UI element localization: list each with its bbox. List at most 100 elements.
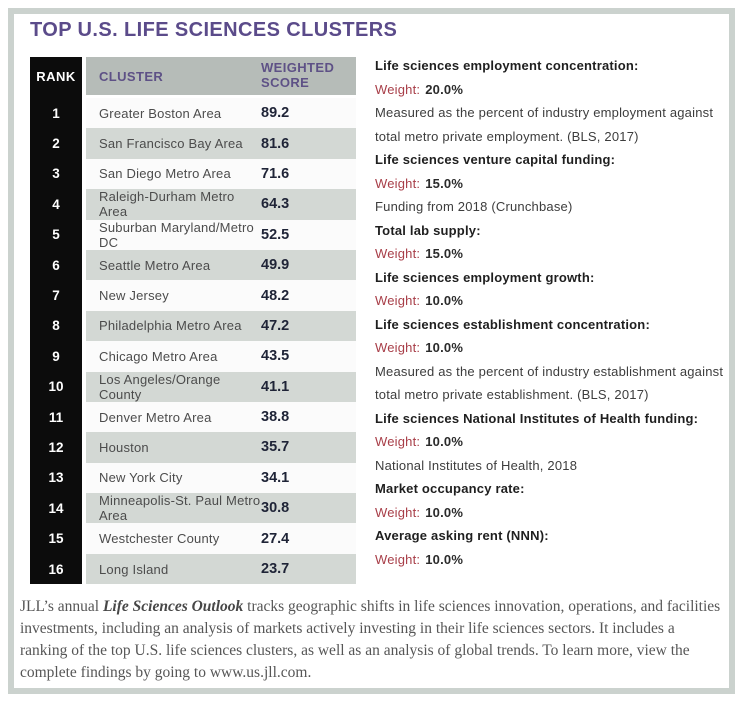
weighted-score: 71.6 [261, 165, 290, 182]
table-row: New York City 34.1 [86, 462, 356, 494]
weight-value: 10.0% [425, 504, 464, 520]
weight-value: 10.0% [425, 551, 464, 567]
cluster-column-header: CLUSTER [99, 68, 164, 84]
footer-text-prefix: JLL’s annual [20, 598, 103, 615]
weight-label: Weight: [375, 293, 421, 308]
weighted-score: 34.1 [261, 469, 290, 486]
table-content-column: CLUSTER WEIGHTED SCORE Greater Boston Ar… [86, 57, 356, 585]
criterion-label: Life sciences employment growth: [375, 269, 595, 285]
weight-value: 10.0% [425, 293, 464, 308]
criterion-label: Total lab supply: [375, 222, 481, 238]
rank-number: 6 [52, 257, 60, 273]
table-row: Los Angeles/Orange County 41.1 [86, 371, 356, 402]
criterion-note: Funding from 2018 (Crunchbase) [375, 199, 573, 214]
criterion-weight: Weight: 10.0% [375, 430, 731, 454]
rank-column: RANK 1 2 3 4 5 6 7 8 9 10 11 12 13 14 15… [30, 57, 82, 585]
criterion-label: Life sciences employment concentration: [375, 58, 639, 73]
weight-value: 15.0% [425, 175, 464, 191]
rank-number: 11 [48, 409, 64, 425]
weight-label: Weight: [375, 551, 421, 567]
rank-number: 1 [52, 105, 60, 121]
table-row: Westchester County 27.4 [86, 523, 356, 554]
cluster-name: New York City [99, 470, 183, 486]
rank-column-header: RANK [36, 68, 76, 84]
cluster-name: San Francisco Bay Area [99, 136, 243, 152]
weighted-score: 81.6 [261, 135, 290, 152]
weight-value: 10.0% [425, 434, 464, 449]
table-row: Chicago Metro Area 43.5 [86, 341, 356, 372]
weighted-score: 52.5 [261, 226, 290, 243]
table-row: San Francisco Bay Area 81.6 [86, 128, 356, 159]
clusters-table: RANK 1 2 3 4 5 6 7 8 9 10 11 12 13 14 15… [30, 57, 356, 585]
report-name-emphasis: Life Sciences Outlook [102, 598, 244, 615]
table-body: Greater Boston Area 89.2 San Francisco B… [86, 98, 356, 585]
rank-number: 10 [48, 379, 64, 395]
cluster-name: Chicago Metro Area [99, 348, 218, 364]
rank-number: 4 [52, 196, 60, 212]
table-row: Greater Boston Area 89.2 [86, 98, 356, 129]
weight-value: 20.0% [425, 81, 464, 97]
weighted-score: 38.8 [261, 409, 290, 426]
table-row: Suburban Maryland/Metro DC 52.5 [86, 219, 356, 250]
weighted-score: 89.2 [261, 105, 290, 122]
criterion-note: National Institutes of Health, 2018 [375, 457, 578, 473]
criterion-note: Measured as the percent of industry empl… [375, 105, 714, 144]
table-row: Seattle Metro Area 49.9 [86, 249, 356, 281]
cluster-name: Suburban Maryland/Metro DC [99, 219, 254, 250]
weighted-score: 47.2 [261, 317, 290, 334]
criterion-weight: Weight: 10.0% [375, 336, 731, 360]
rank-number: 7 [52, 288, 60, 304]
criterion-weight: Weight: 10.0% [375, 548, 731, 572]
cluster-name: Los Angeles/Orange County [99, 371, 221, 402]
weight-label: Weight: [375, 81, 421, 97]
cluster-name: Denver Metro Area [99, 409, 212, 425]
weight-value: 15.0% [425, 246, 464, 261]
cluster-name: Greater Boston Area [99, 105, 222, 121]
weighted-score: 48.2 [261, 287, 290, 304]
rank-number: 9 [52, 348, 60, 364]
table-row: Minneapolis-St. Paul Metro Area 30.8 [86, 493, 356, 524]
table-row: Philadelphia Metro Area 47.2 [86, 310, 356, 342]
weighted-score: 49.9 [261, 257, 290, 274]
weighted-score: 23.7 [261, 561, 290, 578]
weighted-score: 35.7 [261, 439, 290, 456]
cluster-name: Houston [99, 439, 149, 455]
criterion-weight: Weight: 10.0% [375, 289, 731, 313]
page-title: TOP U.S. LIFE SCIENCES CLUSTERS [30, 19, 398, 41]
criterion-weight: Weight: 15.0% [375, 242, 731, 266]
weight-value: 10.0% [425, 340, 464, 355]
weight-label: Weight: [375, 434, 421, 449]
weighted-score: 64.3 [261, 196, 290, 213]
table-row: Denver Metro Area 38.8 [86, 401, 356, 433]
table-row: New Jersey 48.2 [86, 280, 356, 311]
cluster-name: Seattle Metro Area [99, 257, 211, 273]
table-header-row: CLUSTER WEIGHTED SCORE [86, 57, 356, 95]
rank-number: 15 [48, 531, 64, 547]
cluster-name: Long Island [99, 561, 169, 577]
cluster-name: Raleigh-Durham Metro Area [99, 189, 235, 220]
cluster-name: Westchester County [99, 531, 220, 547]
rank-number: 3 [52, 166, 60, 182]
table-row: San Diego Metro Area 71.6 [86, 158, 356, 190]
weight-label: Weight: [375, 175, 421, 191]
cluster-name: Philadelphia Metro Area [99, 318, 242, 334]
criterion-label: Life sciences establishment concentratio… [375, 316, 650, 332]
criterion-label: Market occupancy rate: [375, 481, 525, 496]
criterion-label: Life sciences venture capital funding: [375, 152, 616, 167]
report-card: TOP U.S. LIFE SCIENCES CLUSTERS RANK 1 2… [8, 8, 735, 694]
cluster-name: Minneapolis-St. Paul Metro Area [99, 493, 261, 524]
rank-number: 12 [48, 439, 64, 455]
table-row: Raleigh-Durham Metro Area 64.3 [86, 189, 356, 220]
weighted-score: 30.8 [261, 500, 290, 517]
weighted-score: 41.1 [261, 378, 290, 395]
cluster-name: San Diego Metro Area [99, 166, 231, 182]
criterion-label: Life sciences National Institutes of Hea… [375, 410, 699, 426]
weight-label: Weight: [375, 340, 421, 355]
criteria-panel: Life sciences employment concentration: … [375, 54, 731, 571]
rank-number: 8 [52, 318, 60, 334]
criterion-note: Measured as the percent of industry esta… [375, 363, 724, 403]
criterion-label: Average asking rent (NNN): [375, 528, 549, 543]
table-row: Long Island 23.7 [86, 553, 356, 585]
table-row: Houston 35.7 [86, 432, 356, 463]
weighted-score: 27.4 [261, 530, 290, 547]
